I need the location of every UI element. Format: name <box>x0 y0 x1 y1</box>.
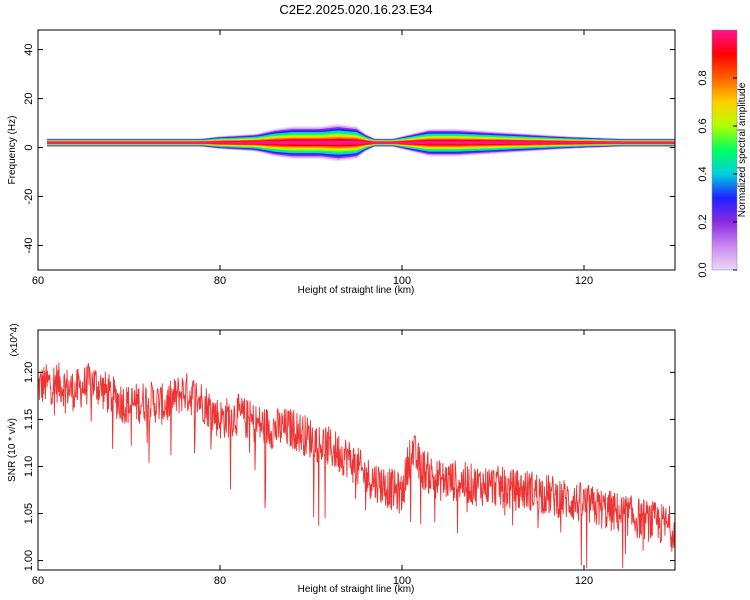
spectrogram-x-ticks: 60 80 100 120 <box>32 30 593 287</box>
snr-x-ticks: 60 80 100 120 <box>32 330 593 587</box>
x-tick-label: 80 <box>214 575 226 587</box>
spectrogram-y-label: Frequency (Hz) <box>7 116 18 185</box>
colorbar-ticks: 0.0 0.2 0.4 0.6 0.8 <box>697 70 737 278</box>
x-tick-label: 60 <box>32 275 44 287</box>
y-tick-label: 20 <box>23 92 35 104</box>
y-tick-label: 1.05 <box>23 503 35 524</box>
colorbar-tick-label: 0.4 <box>697 166 709 181</box>
x-tick-label: 120 <box>575 275 593 287</box>
figure-title: C2E2.2025.020.16.23.E34 <box>279 2 432 17</box>
x-tick-label: 120 <box>575 575 593 587</box>
x-tick-label: 100 <box>393 275 411 287</box>
y-tick-label: 40 <box>23 43 35 55</box>
y-tick-label: -20 <box>23 189 35 205</box>
spectrogram-panel: 60 80 100 120 40 20 0 -20 -40 Height of straigh… <box>7 29 676 296</box>
spectrogram-frame <box>37 29 676 271</box>
colorbar-bar <box>712 30 737 270</box>
spectrogram-y-ticks: 40 20 0 -20 -40 <box>23 43 675 253</box>
spectrogram-x-label: Height of straight line (km) <box>298 285 415 296</box>
x-tick-label: 60 <box>32 575 44 587</box>
snr-plot-area <box>38 330 675 570</box>
y-tick-label: 1.10 <box>23 456 35 477</box>
y-tick-label: 0 <box>23 144 35 150</box>
y-tick-label: 1.15 <box>23 409 35 430</box>
y-tick-label: 1.00 <box>23 550 35 571</box>
x-tick-label: 100 <box>393 575 411 587</box>
spectrogram-contour-level <box>47 140 676 145</box>
colorbar-tick-label: 0.6 <box>697 118 709 133</box>
x-tick-label: 80 <box>214 275 226 287</box>
snr-panel: 60 80 100 120 1.20 1.15 1.10 1.05 1.00 Height o… <box>7 323 676 595</box>
colorbar-frame <box>711 29 738 271</box>
snr-x-label: Height of straight line (km) <box>298 584 415 595</box>
snr-series-line <box>37 362 676 569</box>
spectrogram-band <box>47 123 676 162</box>
snr-frame <box>37 329 676 571</box>
colorbar-tick-label: 0.2 <box>697 214 709 229</box>
y-tick-label: 1.20 <box>23 362 35 383</box>
snr-y-scale-label: (x10^4) <box>9 323 20 356</box>
colorbar: 0.0 0.2 0.4 0.6 0.8 Normalized spectral ampl… <box>697 29 748 278</box>
snr-y-ticks: 1.20 1.15 1.10 1.05 1.00 <box>23 362 675 571</box>
colorbar-label: Normalized spectral amplitude <box>737 82 748 217</box>
colorbar-tick-label: 0.0 <box>697 262 709 277</box>
colorbar-tick-label: 0.8 <box>697 70 709 85</box>
y-tick-label: -40 <box>23 238 35 254</box>
snr-y-label: SNR (10 * v/v) <box>7 418 18 482</box>
